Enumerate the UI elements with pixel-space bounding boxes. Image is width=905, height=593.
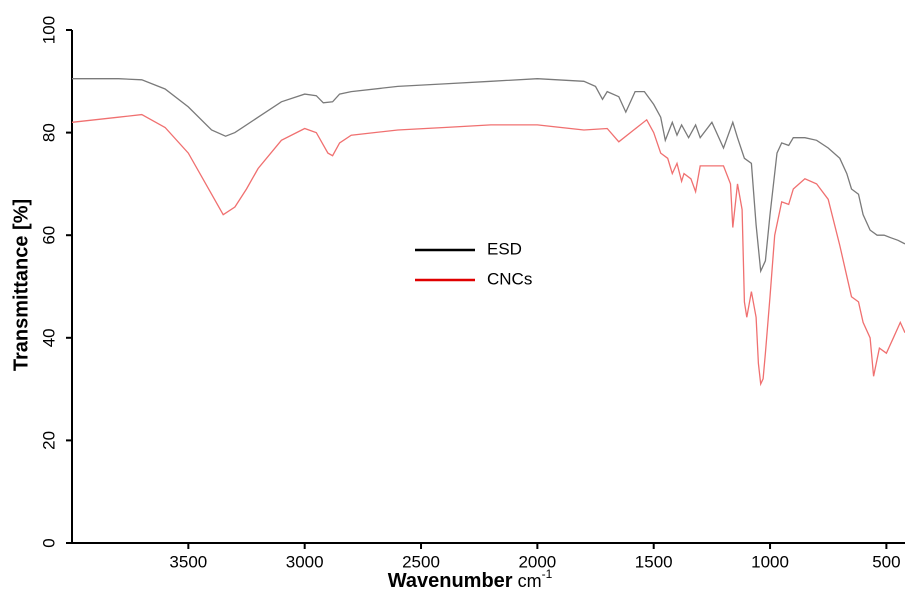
x-tick-label: 500: [872, 552, 900, 571]
x-axis-unit: cm: [518, 571, 542, 591]
x-tick-label: 3000: [286, 552, 324, 571]
y-axis-title: Transmittance [%]: [10, 199, 32, 371]
x-tick-label: 1500: [635, 552, 673, 571]
y-tick-label: 100: [39, 16, 58, 44]
data-line: [72, 78, 905, 274]
x-tick-label: 3500: [169, 552, 207, 571]
y-tick-label: 40: [39, 328, 58, 347]
y-tick-label: 0: [39, 538, 58, 547]
y-tick-label: 20: [39, 431, 58, 450]
x-axis-unit-exponent: -1: [542, 567, 553, 581]
x-tick-label: 1000: [751, 552, 789, 571]
data-line: [71, 113, 905, 387]
legend-label: CNCs: [487, 269, 532, 288]
legend-label: ESD: [487, 239, 522, 258]
x-tick-label: 2000: [518, 552, 556, 571]
x-tick-label: 2500: [402, 552, 440, 571]
y-tick-label: 60: [39, 226, 58, 245]
y-tick-label: 80: [39, 123, 58, 142]
x-axis-title: Wavenumber cm-1: [388, 567, 553, 592]
x-axis-title-text: Wavenumber: [388, 570, 513, 592]
